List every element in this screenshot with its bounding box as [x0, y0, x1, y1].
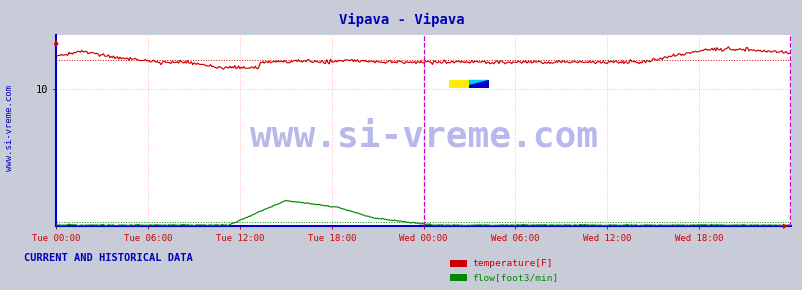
Text: www.si-vreme.com: www.si-vreme.com [5, 85, 14, 171]
Text: Vipava - Vipava: Vipava - Vipava [338, 13, 464, 27]
Polygon shape [468, 80, 488, 85]
Text: www.si-vreme.com: www.si-vreme.com [249, 119, 597, 153]
Text: temperature[F]: temperature[F] [472, 259, 552, 268]
FancyBboxPatch shape [449, 80, 468, 88]
FancyBboxPatch shape [468, 80, 488, 88]
Text: flow[foot3/min]: flow[foot3/min] [472, 273, 557, 282]
Text: CURRENT AND HISTORICAL DATA: CURRENT AND HISTORICAL DATA [24, 253, 192, 263]
